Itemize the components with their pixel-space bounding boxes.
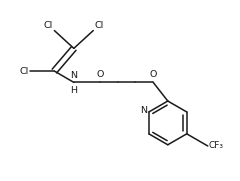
Text: CF₃: CF₃ [209, 142, 224, 150]
Text: O: O [96, 70, 103, 79]
Text: O: O [150, 70, 157, 79]
Text: N: N [70, 71, 77, 80]
Text: Cl: Cl [43, 21, 53, 30]
Text: N: N [140, 106, 147, 115]
Text: Cl: Cl [95, 21, 104, 30]
Text: H: H [70, 86, 77, 95]
Text: Cl: Cl [19, 67, 29, 75]
